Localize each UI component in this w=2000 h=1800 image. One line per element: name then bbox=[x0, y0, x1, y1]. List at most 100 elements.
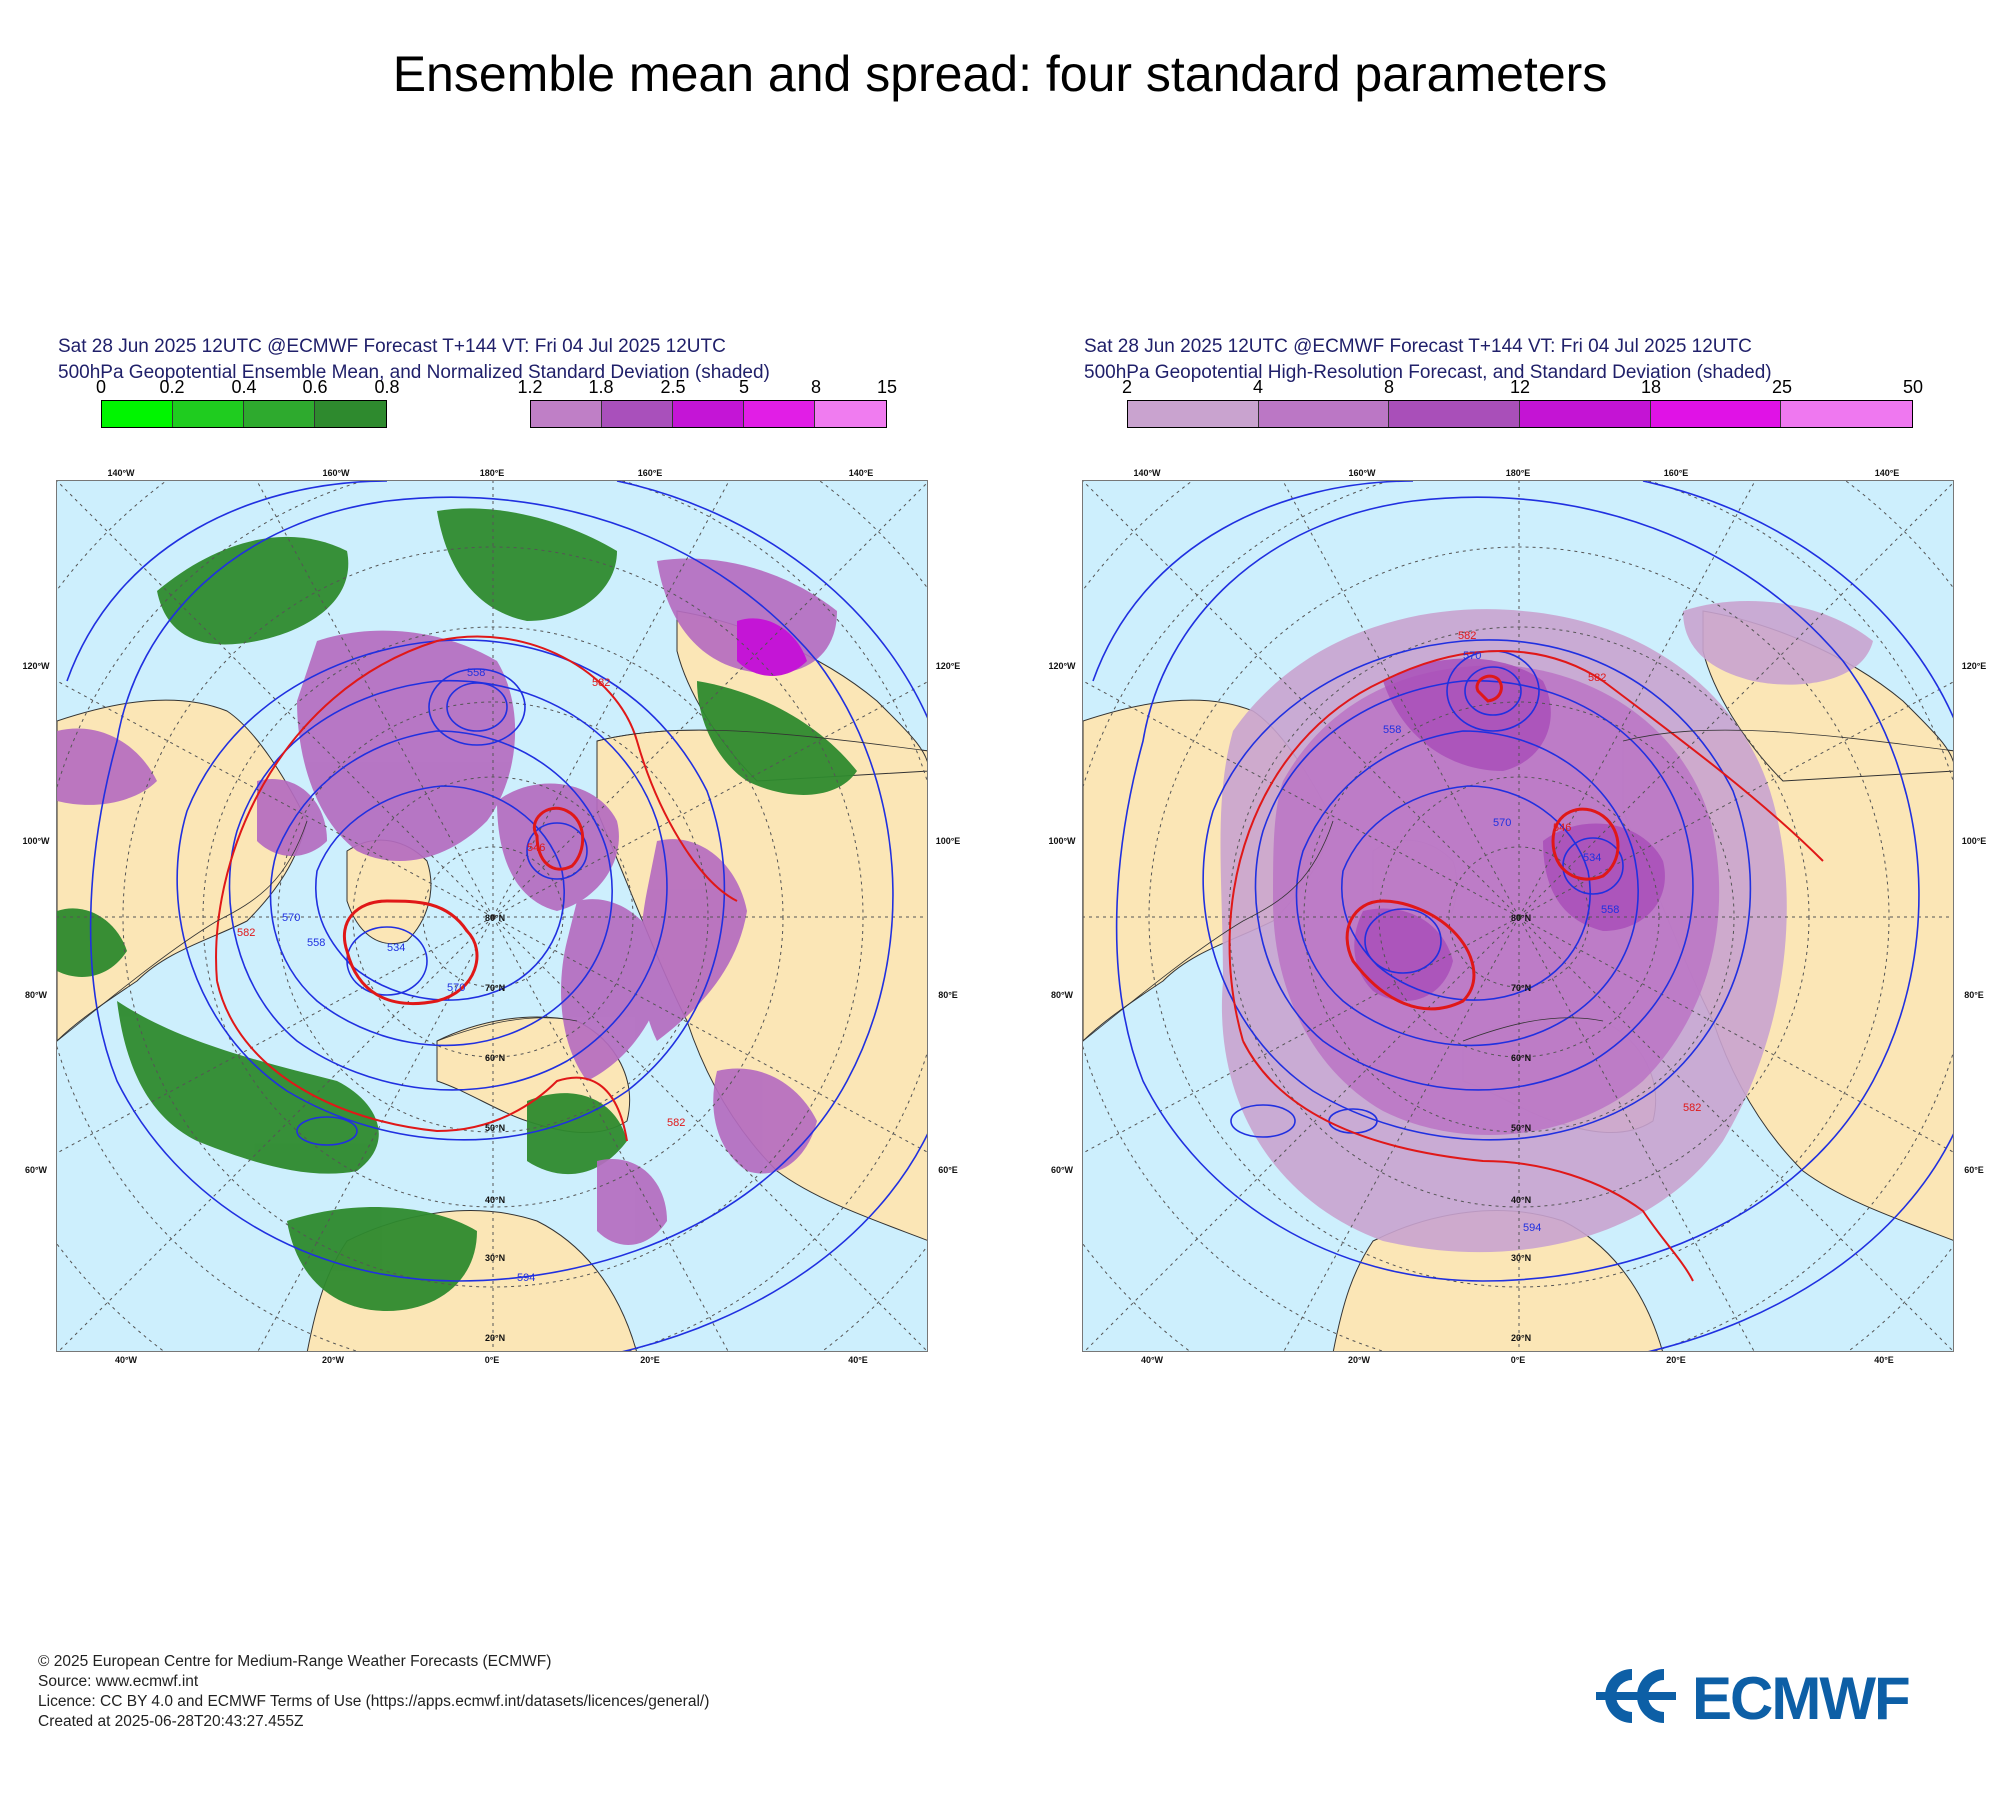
lon-label-top: 140°W bbox=[107, 468, 135, 478]
meridian bbox=[1283, 916, 1520, 1351]
hres-forecast-panel: Sat 28 Jun 2025 12UTC @ECMWF Forecast T+… bbox=[1048, 332, 1986, 1365]
contour-low-ring bbox=[428, 668, 526, 746]
contours-red bbox=[1228, 650, 1824, 1282]
colorbar-label: 12 bbox=[1509, 377, 1531, 397]
contour-label: 570 bbox=[1463, 650, 1481, 662]
meridian bbox=[58, 916, 494, 1351]
polar-map: 558 582 570 546 534 558 582 570 582 594 … bbox=[56, 480, 928, 1352]
panel-header: Sat 28 Jun 2025 12UTC @ECMWF Forecast T+… bbox=[1084, 334, 1772, 386]
contour-label: 534 bbox=[387, 942, 405, 954]
contour-label: 570 bbox=[447, 982, 465, 994]
graticule bbox=[1083, 481, 1953, 1351]
lon-label-right: 120°E bbox=[1961, 661, 1987, 671]
colorbar-label: 1.2 bbox=[517, 377, 543, 397]
contour-label: 582 bbox=[1588, 672, 1606, 684]
ensemble-mean-panel: Sat 28 Jun 2025 12UTC @ECMWF Forecast T+… bbox=[22, 332, 960, 1365]
shade-green-africa bbox=[287, 1207, 477, 1311]
lat-labels: 20°N 30°N 40°N 50°N 60°N 70°N 80°N bbox=[485, 913, 505, 1343]
colorbar-seg bbox=[244, 401, 315, 427]
lon-label-top: 160°E bbox=[637, 468, 663, 478]
shade-green-europe bbox=[527, 1093, 627, 1175]
lat-label: 50°N bbox=[1511, 1123, 1531, 1133]
colorbar-normalized-high bbox=[530, 400, 887, 428]
colorbar-label: 2.5 bbox=[660, 377, 686, 397]
colorbar-label: 25 bbox=[1771, 377, 1793, 397]
footer-credits: © 2025 European Centre for Medium-Range … bbox=[38, 1652, 709, 1732]
panel-header-line1: Sat 28 Jun 2025 12UTC @ECMWF Forecast T+… bbox=[1084, 336, 1752, 357]
colorbar-seg bbox=[673, 401, 744, 427]
contour-label: 534 bbox=[1583, 852, 1601, 864]
colorbar-label: 0.2 bbox=[159, 377, 185, 397]
lon-label-bottom: 40°W bbox=[1140, 1355, 1164, 1365]
coastline bbox=[1083, 820, 1334, 1042]
meridian bbox=[1282, 481, 1520, 918]
lon-label-bottom: 20°E bbox=[1666, 1355, 1686, 1365]
meridian bbox=[492, 916, 927, 1153]
lon-label-right: 80°E bbox=[938, 990, 958, 1000]
contour-label: 594 bbox=[1523, 1222, 1541, 1234]
panel-header-line1: Sat 28 Jun 2025 12UTC @ECMWF Forecast T+… bbox=[58, 336, 726, 357]
colorbar-label: 0 bbox=[95, 377, 107, 397]
coastlines bbox=[1083, 729, 1953, 1042]
contour-label: 570 bbox=[1493, 817, 1511, 829]
ecmwf-logo-mark-icon bbox=[1596, 1669, 1676, 1723]
shade-spread-east-asia bbox=[1683, 601, 1873, 685]
meridian bbox=[1518, 916, 1953, 1351]
shading-magenta bbox=[737, 618, 807, 676]
lon-label-left: 120°W bbox=[22, 661, 50, 671]
shade-magenta-east-asia bbox=[737, 618, 807, 676]
colorbar-label: 0.8 bbox=[374, 377, 400, 397]
lon-label-bottom: 20°W bbox=[321, 1355, 345, 1365]
meridian bbox=[256, 481, 494, 918]
contour-red-line bbox=[216, 980, 628, 1142]
coastline bbox=[596, 729, 927, 752]
colorbar-label: 1.8 bbox=[588, 377, 614, 397]
lon-label-right: 100°E bbox=[1961, 836, 1987, 846]
contours-blue bbox=[1092, 481, 1953, 1351]
lat-label: 30°N bbox=[485, 1253, 505, 1263]
meridian bbox=[492, 681, 927, 918]
lon-label-left: 120°W bbox=[1048, 661, 1076, 671]
contour-low-ring bbox=[1562, 837, 1624, 895]
map-svg: 582 570 558 546 534 558 570 582 582 594 … bbox=[1083, 481, 1953, 1351]
meridian bbox=[1084, 916, 1520, 1351]
lon-label-left: 80°W bbox=[24, 990, 48, 1000]
contour-low-ring bbox=[1230, 1104, 1296, 1138]
lon-label-top: 140°E bbox=[1874, 468, 1900, 478]
colorbar-stddev bbox=[1127, 400, 1913, 428]
shade-spread-inner bbox=[1543, 823, 1665, 931]
lat-label: 20°N bbox=[485, 1333, 505, 1343]
footer-copyright: © 2025 European Centre for Medium-Range … bbox=[38, 1653, 552, 1670]
meridian bbox=[492, 916, 729, 1351]
lon-label-bottom: 40°E bbox=[848, 1355, 868, 1365]
footer-licence: Licence: CC BY 4.0 and ECMWF Terms of Us… bbox=[38, 1693, 710, 1710]
shade-spread-inner bbox=[1354, 908, 1453, 1001]
contour-line bbox=[176, 639, 726, 1141]
panel-header-line2: 500hPa Geopotential High-Resolution Fore… bbox=[1084, 362, 1772, 383]
lon-label-bottom: 0°E bbox=[484, 1355, 500, 1365]
meridian bbox=[1083, 916, 1520, 1154]
contour-line bbox=[66, 481, 927, 1351]
meridian bbox=[57, 916, 494, 1154]
contour-label: 582 bbox=[667, 1117, 685, 1129]
coastline bbox=[436, 1017, 578, 1042]
colorbar-seg bbox=[815, 401, 886, 427]
lon-label-bottom: 20°W bbox=[1347, 1355, 1371, 1365]
coastline bbox=[1462, 1017, 1604, 1042]
lon-label-left: 80°W bbox=[1050, 990, 1074, 1000]
shade-purple-mideast bbox=[713, 1068, 817, 1174]
contour-label: 582 bbox=[592, 677, 610, 689]
colorbar-seg bbox=[744, 401, 815, 427]
contour-low-ring bbox=[1364, 908, 1442, 974]
lon-label-top: 180°E bbox=[1505, 468, 1531, 478]
lon-label-top: 140°E bbox=[848, 468, 874, 478]
colorbar-label: 5 bbox=[738, 377, 750, 397]
contour-label: 594 bbox=[517, 1272, 535, 1284]
contour-low-ring bbox=[346, 926, 428, 996]
contour-label: 558 bbox=[467, 667, 485, 679]
colorbar-seg bbox=[315, 401, 386, 427]
contour-red-line bbox=[1242, 1040, 1694, 1282]
contour-line bbox=[89, 496, 894, 1282]
lon-label-right: 100°E bbox=[935, 836, 961, 846]
lon-label-top: 160°W bbox=[1348, 468, 1376, 478]
